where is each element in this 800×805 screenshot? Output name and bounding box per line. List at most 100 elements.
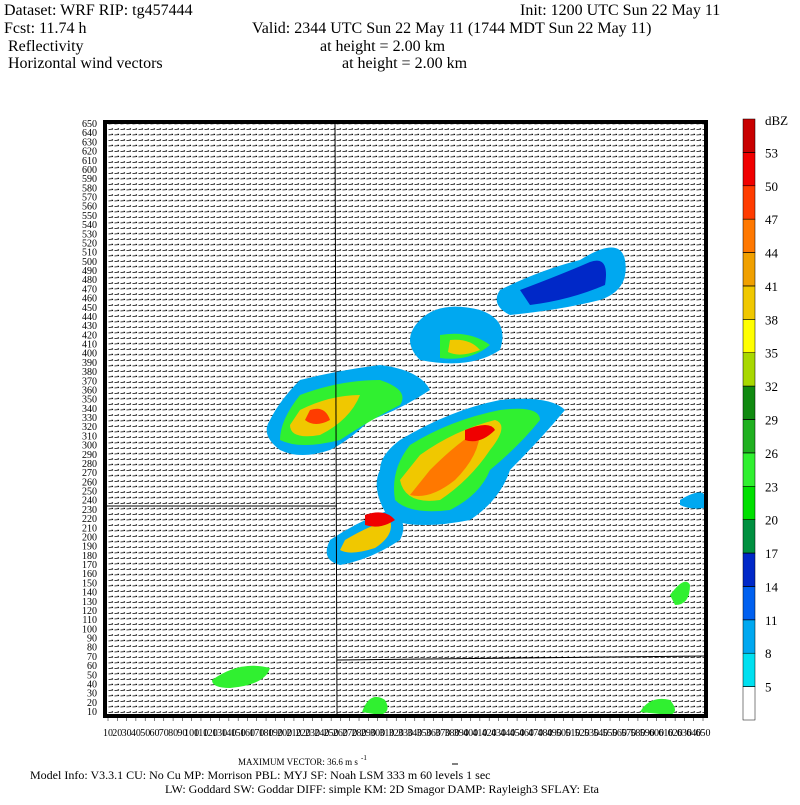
y-tick-label: 590 <box>82 174 97 185</box>
y-tick-label: 250 <box>82 487 97 498</box>
x-tick-label: 100 <box>184 728 199 739</box>
colorbar-box <box>742 552 756 587</box>
y-tick-label: 30 <box>87 689 97 700</box>
y-tick-label: 470 <box>82 284 97 295</box>
y-tick-label: 130 <box>82 597 97 608</box>
y-tick-label: 380 <box>82 367 97 378</box>
map-boundaries <box>105 121 707 717</box>
x-tick-label: 190 <box>268 728 283 739</box>
forecast-hour: Fcst: 11.74 h <box>4 20 87 37</box>
x-tick-label: 620 <box>668 728 683 739</box>
y-tick-label: 150 <box>82 578 97 589</box>
x-tick-label: 70 <box>159 728 169 739</box>
x-tick-label: 380 <box>444 728 459 739</box>
x-tick-label: 460 <box>519 728 534 739</box>
y-tick-label: 570 <box>82 193 97 204</box>
x-tick-label: 600 <box>649 728 664 739</box>
x-tick-label: 370 <box>435 728 450 739</box>
colorbar-label: 50 <box>765 179 778 194</box>
reflectivity <box>212 247 705 715</box>
y-tick-label: 500 <box>82 257 97 268</box>
y-tick-label: 360 <box>82 385 97 396</box>
x-tick-label: 60 <box>149 728 159 739</box>
y-tick-label: 320 <box>82 422 97 433</box>
x-tick-label: 130 <box>212 728 227 739</box>
y-tick-label: 40 <box>87 679 97 690</box>
y-tick-label: 290 <box>82 450 97 461</box>
colorbar-label: 32 <box>765 379 778 394</box>
x-tick-label: 520 <box>575 728 590 739</box>
x-tick-label: 230 <box>305 728 320 739</box>
x-tick-label: 180 <box>259 728 274 739</box>
x-tick-label: 290 <box>361 728 376 739</box>
y-tick-label: 230 <box>82 505 97 516</box>
y-tick-label: 520 <box>82 238 97 249</box>
colorbar-label: 17 <box>765 546 779 561</box>
y-tick-label: 170 <box>82 560 97 571</box>
field-height: at height = 2.00 km <box>342 55 468 72</box>
x-tick-label: 10 <box>103 728 113 739</box>
y-tick-label: 70 <box>87 652 97 663</box>
y-tick-label: 370 <box>82 376 97 387</box>
y-tick-label: 350 <box>82 395 97 406</box>
colorbar-label: 41 <box>765 279 778 294</box>
y-tick-label: 100 <box>82 624 97 635</box>
plot-frame <box>103 120 708 718</box>
x-tick-label: 470 <box>528 728 543 739</box>
x-tick-label: 330 <box>398 728 413 739</box>
model-info: LW: Goddard SW: Goddar DIFF: simple KM: … <box>165 782 600 796</box>
plot-area <box>103 120 708 718</box>
y-tick-label: 270 <box>82 468 97 479</box>
y-tick-label: 650 <box>82 119 97 130</box>
x-tick-label: 50 <box>140 728 150 739</box>
colorbar-label: 38 <box>765 312 778 327</box>
colorbar-label: 44 <box>765 246 779 261</box>
colorbar-box <box>742 185 756 220</box>
y-tick-label: 630 <box>82 137 97 148</box>
y-tick-label: 120 <box>82 606 97 617</box>
x-tick-label: 410 <box>472 728 487 739</box>
y-tick-label: 140 <box>82 588 97 599</box>
x-tick-label: 650 <box>696 728 711 739</box>
x-tick-label: 310 <box>379 728 394 739</box>
y-tick-label: 400 <box>82 349 97 360</box>
colorbar-box <box>742 352 756 387</box>
x-tick-label: 500 <box>556 728 571 739</box>
y-tick-label: 200 <box>82 532 97 543</box>
x-tick-label: 260 <box>333 728 348 739</box>
field-name: Reflectivity <box>8 38 84 55</box>
y-tick-label: 330 <box>82 413 97 424</box>
y-tick-label: 280 <box>82 459 97 470</box>
y-tick-label: 310 <box>82 431 97 442</box>
x-tick-label: 440 <box>500 728 515 739</box>
y-tick-label: 460 <box>82 294 97 305</box>
x-tick-label: 630 <box>677 728 692 739</box>
colorbar-label: 8 <box>765 646 772 661</box>
x-tick-label: 300 <box>370 728 385 739</box>
colorbar-label: 53 <box>765 145 778 160</box>
x-tick-label: 580 <box>630 728 645 739</box>
x-tick-label: 480 <box>537 728 552 739</box>
colorbar-box <box>742 519 756 554</box>
colorbar-label: 35 <box>765 346 778 361</box>
y-tick-label: 560 <box>82 202 97 213</box>
x-tick-label: 640 <box>686 728 701 739</box>
colorbar-label: 11 <box>765 613 778 628</box>
y-tick-label: 420 <box>82 330 97 341</box>
y-tick-label: 60 <box>87 661 97 672</box>
x-tick-label: 240 <box>314 728 329 739</box>
y-tick-label: 340 <box>82 404 97 415</box>
colorbar-box <box>742 452 756 487</box>
y-tick-label: 220 <box>82 514 97 525</box>
colorbar-label: 47 <box>765 212 779 227</box>
dataset: Dataset: WRF RIP: tg457444 <box>4 2 193 19</box>
y-tick-label: 260 <box>82 477 97 488</box>
x-tick-label: 340 <box>407 728 422 739</box>
colorbar-box <box>742 419 756 454</box>
max-vector-exponent: -1 <box>361 754 367 762</box>
colorbar-box <box>742 152 756 187</box>
x-tick-label: 360 <box>426 728 441 739</box>
colorbar-label: 23 <box>765 479 778 494</box>
colorbar-box <box>742 686 756 721</box>
